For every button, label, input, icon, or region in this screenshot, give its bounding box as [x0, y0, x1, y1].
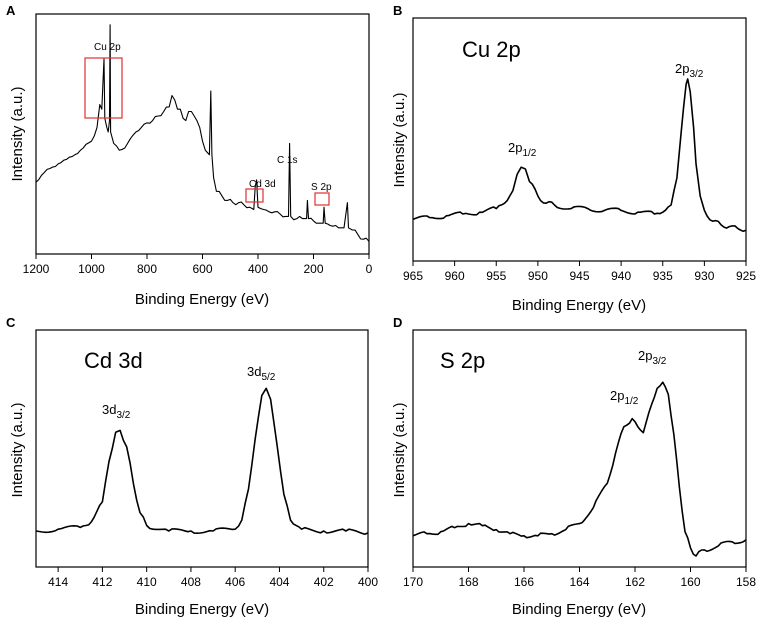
x-tick-label: 945 — [569, 269, 589, 283]
s-2p-annotation: S 2p — [311, 182, 332, 193]
series-line-survey — [35, 24, 370, 242]
series-d — [412, 381, 747, 557]
series-line-cu-2p — [412, 78, 747, 233]
panel-b-title: Cu 2p — [462, 37, 521, 62]
x-tick-label: 800 — [137, 262, 157, 276]
x-tick-label: 162 — [625, 575, 645, 589]
s-2p-highlight-box — [314, 192, 330, 206]
c-1s-annotation: C 1s — [277, 155, 298, 166]
x-tick-label: 930 — [694, 269, 714, 283]
panel-d-title: S 2p — [440, 348, 485, 373]
x-tick-label: 600 — [192, 262, 212, 276]
x-tick-label: 170 — [403, 575, 423, 589]
x-tick-label: 200 — [303, 262, 323, 276]
series-c — [35, 387, 369, 535]
y-axis-label-c: Intensity (a.u.) — [9, 402, 26, 497]
peak-label-2p1-2: 2p1/2 — [508, 140, 537, 159]
peak-label-2p3-2: 2p3/2 — [675, 61, 704, 80]
panel-c-title: Cd 3d — [84, 348, 143, 373]
x-tick-label: 408 — [181, 575, 201, 589]
ticks-a: 1200 1000 800 600 400 200 0 — [23, 254, 373, 276]
series-b — [412, 78, 747, 233]
x-tick-label: 1000 — [78, 262, 105, 276]
y-axis-label-d: Intensity (a.u.) — [391, 402, 408, 497]
plot-frame-c — [35, 329, 369, 568]
peak-label-2p1-2: 2p1/2 — [610, 388, 639, 407]
panel-b-cu-2p: B 965 960 955 950 945 940 935 930 925 Binding En… — [391, 3, 756, 314]
series-a — [35, 24, 370, 242]
x-axis-label-b: Binding Energy (eV) — [512, 297, 646, 314]
panel-d-s-2p: D 170 168 166 164 162 160 158 Binding Energy (… — [391, 315, 756, 618]
x-tick-label: 1200 — [23, 262, 50, 276]
x-tick-label: 400 — [358, 575, 378, 589]
peak-label-3d5-2: 3d5/2 — [247, 364, 276, 383]
x-axis-label-a: Binding Energy (eV) — [135, 291, 269, 308]
x-tick-label: 402 — [314, 575, 334, 589]
x-tick-label: 955 — [486, 269, 506, 283]
series-line-s-2p — [412, 381, 747, 557]
x-tick-label: 965 — [403, 269, 423, 283]
x-tick-label: 404 — [269, 575, 289, 589]
x-axis-label-c: Binding Energy (eV) — [135, 601, 269, 618]
panel-c-letter: C — [6, 315, 16, 330]
cu-2p-highlight-box — [84, 57, 123, 119]
x-tick-label: 940 — [611, 269, 631, 283]
panel-a-letter: A — [6, 3, 16, 18]
x-tick-label: 410 — [137, 575, 157, 589]
x-tick-label: 0 — [366, 262, 373, 276]
peak-label-2p3-2: 2p3/2 — [638, 348, 667, 367]
y-axis-label-b: Intensity (a.u.) — [391, 92, 408, 187]
x-tick-label: 166 — [514, 575, 534, 589]
x-tick-label: 412 — [92, 575, 112, 589]
panel-a-survey: A 1200 1000 800 600 400 200 0 Binding Energy (… — [6, 3, 373, 308]
ticks-c: 414 412 410 408 406 404 402 400 — [48, 567, 378, 589]
cu-2p-annotation: Cu 2p — [94, 42, 121, 53]
x-tick-label: 164 — [569, 575, 589, 589]
ticks-b: 965 960 955 950 945 940 935 930 925 — [403, 261, 756, 283]
panel-b-letter: B — [393, 3, 402, 18]
panel-c-cd-3d: C 414 412 410 408 406 404 402 400 Binding Energ… — [6, 315, 378, 618]
panel-d-letter: D — [393, 315, 402, 330]
x-tick-label: 400 — [248, 262, 268, 276]
ticks-d: 170 168 166 164 162 160 158 — [403, 567, 756, 589]
y-axis-label-a: Intensity (a.u.) — [9, 86, 26, 181]
cd-3d-highlight-box — [245, 188, 264, 203]
x-tick-label: 925 — [736, 269, 756, 283]
cd-3d-annotation: Cd 3d — [249, 179, 276, 190]
plot-frame-a — [35, 13, 370, 255]
x-axis-label-d: Binding Energy (eV) — [512, 601, 646, 618]
x-tick-label: 158 — [736, 575, 756, 589]
x-tick-label: 960 — [445, 269, 465, 283]
peak-label-3d3-2: 3d3/2 — [102, 402, 131, 421]
x-tick-label: 935 — [653, 269, 673, 283]
x-tick-label: 160 — [680, 575, 700, 589]
series-line-cd-3d — [35, 387, 369, 535]
x-tick-label: 168 — [458, 575, 478, 589]
x-tick-label: 950 — [528, 269, 548, 283]
x-tick-label: 406 — [225, 575, 245, 589]
x-tick-label: 414 — [48, 575, 68, 589]
